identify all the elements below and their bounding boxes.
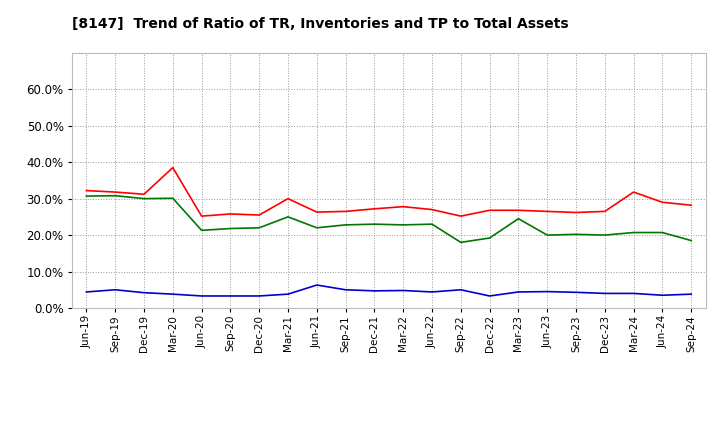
Trade Receivables [687, 202, 696, 208]
Trade Payables [543, 232, 552, 238]
Trade Receivables [485, 208, 494, 213]
Line: Trade Receivables: Trade Receivables [86, 168, 691, 216]
Inventories [312, 282, 321, 288]
Trade Payables [111, 193, 120, 198]
Trade Receivables [255, 213, 264, 218]
Inventories [140, 290, 148, 295]
Inventories [255, 293, 264, 299]
Trade Payables [399, 222, 408, 227]
Trade Receivables [658, 200, 667, 205]
Trade Receivables [312, 209, 321, 215]
Trade Payables [456, 240, 465, 245]
Inventories [111, 287, 120, 293]
Trade Receivables [284, 196, 292, 201]
Trade Receivables [543, 209, 552, 214]
Inventories [456, 287, 465, 293]
Inventories [82, 290, 91, 295]
Trade Receivables [111, 190, 120, 195]
Inventories [658, 293, 667, 298]
Trade Receivables [168, 165, 177, 170]
Trade Payables [140, 196, 148, 201]
Inventories [226, 293, 235, 299]
Trade Payables [312, 225, 321, 231]
Inventories [168, 292, 177, 297]
Inventories [341, 287, 350, 293]
Trade Receivables [629, 190, 638, 195]
Trade Payables [370, 221, 379, 227]
Trade Receivables [226, 211, 235, 216]
Inventories [687, 292, 696, 297]
Trade Receivables [140, 191, 148, 197]
Trade Payables [687, 238, 696, 243]
Inventories [600, 291, 609, 296]
Trade Receivables [572, 210, 580, 215]
Trade Receivables [197, 213, 206, 219]
Inventories [284, 292, 292, 297]
Trade Payables [428, 221, 436, 227]
Trade Payables [82, 194, 91, 199]
Trade Receivables [82, 188, 91, 193]
Inventories [370, 288, 379, 293]
Trade Receivables [600, 209, 609, 214]
Trade Receivables [514, 208, 523, 213]
Trade Receivables [428, 207, 436, 212]
Inventories [514, 290, 523, 295]
Trade Payables [658, 230, 667, 235]
Trade Receivables [399, 204, 408, 209]
Trade Receivables [341, 209, 350, 214]
Inventories [485, 293, 494, 299]
Trade Payables [255, 225, 264, 231]
Trade Receivables [456, 213, 465, 219]
Line: Trade Payables: Trade Payables [86, 196, 691, 242]
Text: [8147]  Trend of Ratio of TR, Inventories and TP to Total Assets: [8147] Trend of Ratio of TR, Inventories… [72, 17, 569, 31]
Inventories [197, 293, 206, 299]
Trade Payables [572, 232, 580, 237]
Trade Payables [485, 235, 494, 241]
Trade Payables [341, 222, 350, 227]
Trade Payables [629, 230, 638, 235]
Trade Payables [514, 216, 523, 221]
Trade Payables [168, 196, 177, 201]
Inventories [572, 290, 580, 295]
Inventories [543, 289, 552, 294]
Trade Payables [284, 214, 292, 220]
Trade Payables [197, 228, 206, 233]
Inventories [399, 288, 408, 293]
Trade Payables [600, 232, 609, 238]
Inventories [629, 291, 638, 296]
Trade Payables [226, 226, 235, 231]
Line: Inventories: Inventories [86, 285, 691, 296]
Trade Receivables [370, 206, 379, 212]
Inventories [428, 290, 436, 295]
